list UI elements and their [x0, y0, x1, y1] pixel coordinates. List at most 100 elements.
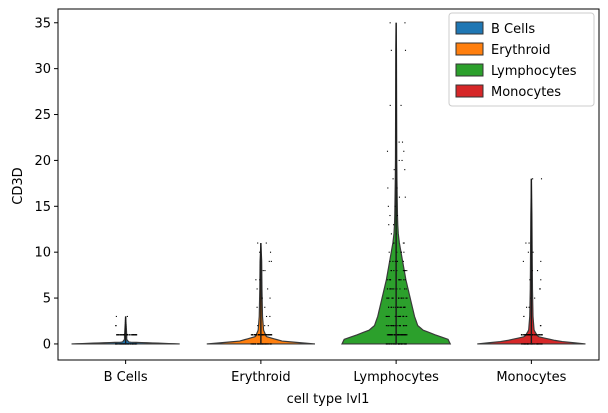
- data-point: [404, 196, 406, 198]
- data-point: [123, 343, 125, 345]
- plot-frame: [57, 8, 600, 361]
- data-point: [119, 334, 122, 336]
- y-tick-label: 20: [34, 154, 51, 169]
- data-point: [392, 325, 394, 327]
- legend-box: [448, 12, 595, 107]
- data-point: [118, 334, 120, 336]
- data-point: [132, 334, 134, 336]
- data-point: [401, 159, 403, 162]
- data-point: [401, 334, 403, 336]
- data-point: [523, 315, 525, 318]
- data-point: [392, 297, 394, 299]
- data-point: [125, 343, 127, 345]
- data-point: [270, 334, 272, 336]
- data-point: [260, 343, 262, 345]
- data-point: [386, 343, 389, 345]
- data-point: [399, 334, 401, 336]
- data-point: [527, 251, 529, 253]
- data-point: [391, 297, 393, 299]
- data-point: [131, 334, 133, 336]
- data-point: [262, 334, 264, 336]
- data-point: [397, 334, 399, 336]
- data-point: [122, 334, 124, 336]
- data-point: [388, 297, 390, 299]
- data-point: [398, 159, 400, 162]
- data-point: [400, 334, 402, 336]
- data-point: [526, 306, 528, 308]
- data-point: [404, 334, 406, 336]
- data-point: [388, 224, 390, 226]
- data-point: [404, 49, 407, 51]
- data-point: [129, 334, 131, 336]
- data-point: [393, 343, 395, 345]
- data-point: [259, 251, 261, 253]
- data-point: [398, 141, 400, 143]
- data-point: [403, 270, 406, 272]
- data-point: [394, 306, 396, 308]
- data-point: [405, 325, 407, 327]
- data-point: [389, 288, 391, 290]
- data-point: [402, 325, 404, 327]
- data-point: [254, 343, 256, 345]
- data-point: [401, 343, 403, 345]
- data-point: [539, 343, 541, 345]
- data-point: [266, 334, 268, 336]
- data-point: [404, 169, 406, 171]
- data-point: [405, 288, 407, 290]
- legend-swatch: [455, 42, 484, 56]
- data-point: [122, 343, 124, 345]
- data-point: [396, 214, 398, 217]
- data-point: [132, 343, 134, 345]
- data-point: [532, 178, 534, 180]
- data-point: [401, 141, 404, 143]
- data-point: [394, 334, 396, 336]
- data-point: [400, 306, 402, 308]
- data-point: [128, 334, 130, 336]
- data-point: [121, 343, 123, 345]
- data-point: [264, 334, 266, 336]
- data-point: [271, 343, 273, 345]
- data-point: [399, 306, 401, 308]
- data-point: [535, 343, 537, 345]
- data-point: [401, 297, 403, 299]
- data-point: [403, 279, 405, 281]
- data-point: [388, 251, 390, 253]
- data-point: [532, 343, 534, 345]
- data-point: [250, 343, 252, 345]
- data-point: [400, 104, 402, 106]
- data-point: [534, 297, 536, 299]
- data-point: [121, 343, 123, 345]
- data-point: [391, 343, 393, 345]
- data-point: [533, 343, 535, 345]
- data-point: [398, 279, 400, 281]
- legend-label: Lymphocytes: [491, 64, 577, 79]
- data-point: [117, 343, 119, 345]
- legend-label: Erythroid: [491, 43, 550, 58]
- data-point: [532, 251, 534, 253]
- data-point: [135, 334, 137, 336]
- data-point: [124, 343, 126, 345]
- data-point: [524, 334, 526, 336]
- data-point: [540, 260, 542, 262]
- data-point: [253, 343, 255, 345]
- data-point: [403, 297, 405, 299]
- data-point: [267, 288, 269, 290]
- data-point: [396, 187, 398, 189]
- data-point: [523, 334, 525, 336]
- data-point: [269, 334, 271, 336]
- data-point: [539, 288, 541, 290]
- data-point: [257, 242, 259, 244]
- data-point: [126, 315, 128, 318]
- y-tick-label: 5: [43, 292, 51, 307]
- data-point: [525, 334, 527, 336]
- data-point: [252, 334, 254, 336]
- data-point: [264, 270, 266, 272]
- data-point: [135, 334, 138, 336]
- data-point: [403, 306, 405, 308]
- data-point: [258, 343, 260, 345]
- data-point: [115, 343, 117, 345]
- data-point: [406, 315, 408, 318]
- y-tick-label: 0: [43, 337, 51, 352]
- data-point: [259, 279, 261, 281]
- y-tick-label: 35: [34, 16, 51, 31]
